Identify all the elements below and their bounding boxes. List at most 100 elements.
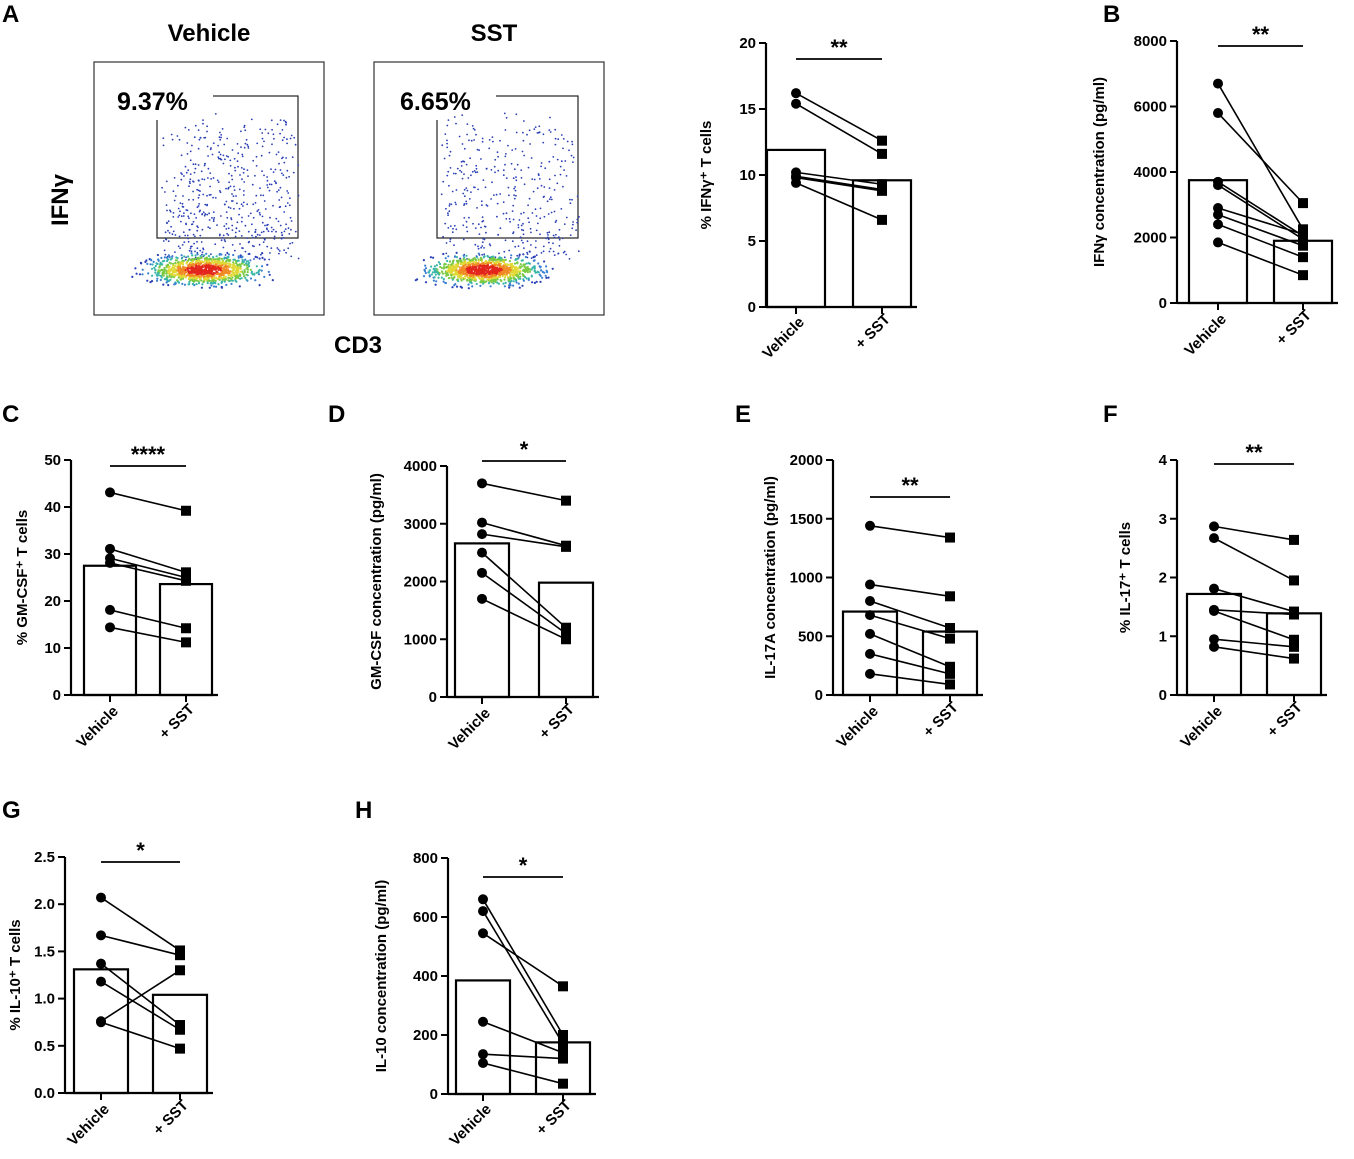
flow-event (218, 151, 221, 154)
flow-event (548, 198, 551, 201)
flow-event (541, 270, 545, 274)
flow-event (224, 278, 227, 281)
flow-event (545, 237, 548, 240)
flow-event (474, 243, 477, 246)
flow-event (208, 286, 211, 289)
flow-event (473, 139, 475, 141)
bar-vehicle (453, 542, 511, 699)
flow-event (172, 264, 175, 267)
flow-event (477, 267, 480, 270)
flow-event (512, 204, 515, 207)
flow-event (457, 261, 460, 264)
flow-event (218, 257, 221, 260)
flow-event (286, 138, 288, 141)
y-tick-label: 800 (413, 850, 438, 867)
flow-event (288, 233, 291, 235)
flow-event (247, 175, 249, 178)
flow-event (559, 173, 562, 176)
flow-event (461, 269, 464, 272)
flow-event (474, 258, 477, 261)
y-tick-label: 0 (748, 299, 756, 316)
flow-event (552, 250, 555, 253)
flow-event (193, 136, 196, 139)
y-tick-label: 1.5 (34, 943, 55, 960)
flow-event (488, 139, 491, 141)
flow-event (178, 138, 181, 141)
flow-event (198, 263, 202, 266)
flow-event (267, 132, 270, 135)
flow-event (277, 220, 280, 223)
flow-event (285, 223, 287, 226)
flow-event (226, 137, 229, 140)
flow-event (252, 216, 255, 219)
flow-event (440, 193, 443, 196)
flow-event (557, 252, 560, 255)
flow-event (462, 238, 465, 241)
flow-event (560, 160, 563, 163)
flow-event (189, 159, 192, 162)
flow-event (187, 169, 190, 172)
flow-event (475, 282, 478, 286)
flow-event (416, 278, 419, 281)
flow-event (290, 228, 292, 231)
flow-event (243, 269, 246, 272)
flow-event (211, 273, 214, 276)
flow-event (249, 212, 252, 215)
significance-label: * (519, 853, 528, 878)
flow-event (170, 272, 173, 275)
flow-event (244, 250, 247, 253)
flow-event (200, 273, 203, 276)
flow-event (565, 175, 568, 177)
flow-event (247, 241, 250, 244)
flow-event (182, 231, 185, 234)
flow-event (444, 257, 447, 260)
flow-event (571, 198, 573, 201)
flow-event (526, 268, 529, 271)
flow-event (207, 279, 210, 282)
flow-event (248, 265, 251, 268)
pair-line (1213, 646, 1295, 660)
y-tick-label: 20 (44, 593, 61, 610)
flow-event (163, 266, 166, 270)
flow-event (234, 166, 236, 169)
vehicle-point (96, 958, 106, 969)
flow-event (505, 212, 508, 215)
flow-event (261, 256, 264, 259)
flow-event (196, 188, 199, 191)
vehicle-point (1209, 533, 1219, 544)
flow-event (233, 157, 236, 160)
flow-event (508, 286, 511, 289)
flow-event (190, 263, 193, 266)
flow-event (459, 276, 462, 279)
flow-event (543, 260, 546, 263)
flow-event (538, 125, 541, 128)
flow-event (513, 277, 516, 281)
flow-event (273, 137, 275, 140)
flow-event (532, 256, 535, 259)
flow-event (231, 149, 234, 151)
flow-event (532, 190, 535, 193)
flow-event (481, 253, 484, 256)
flow-event (192, 180, 195, 183)
flow-event (553, 254, 556, 256)
flow-event (277, 189, 280, 192)
flow-event (507, 144, 509, 147)
flow-event (455, 285, 459, 288)
flow-event (281, 172, 283, 175)
flow-event (496, 215, 498, 218)
flow-event (447, 212, 449, 215)
flow-event (193, 171, 196, 174)
y-tick-label: 50 (44, 452, 61, 469)
flow-event (251, 234, 253, 237)
flow-event (238, 230, 241, 233)
chart-g: 0.00.51.01.52.02.5 *% IL-10⁺ T cellsVehic… (7, 838, 213, 1149)
flow-event (218, 278, 221, 281)
flow-event (281, 129, 284, 131)
flow-event (194, 274, 197, 277)
flow-event (227, 227, 230, 230)
flow-event (252, 203, 255, 206)
flow-event (515, 278, 518, 281)
flow-event (462, 278, 465, 281)
flow-event (297, 257, 300, 260)
